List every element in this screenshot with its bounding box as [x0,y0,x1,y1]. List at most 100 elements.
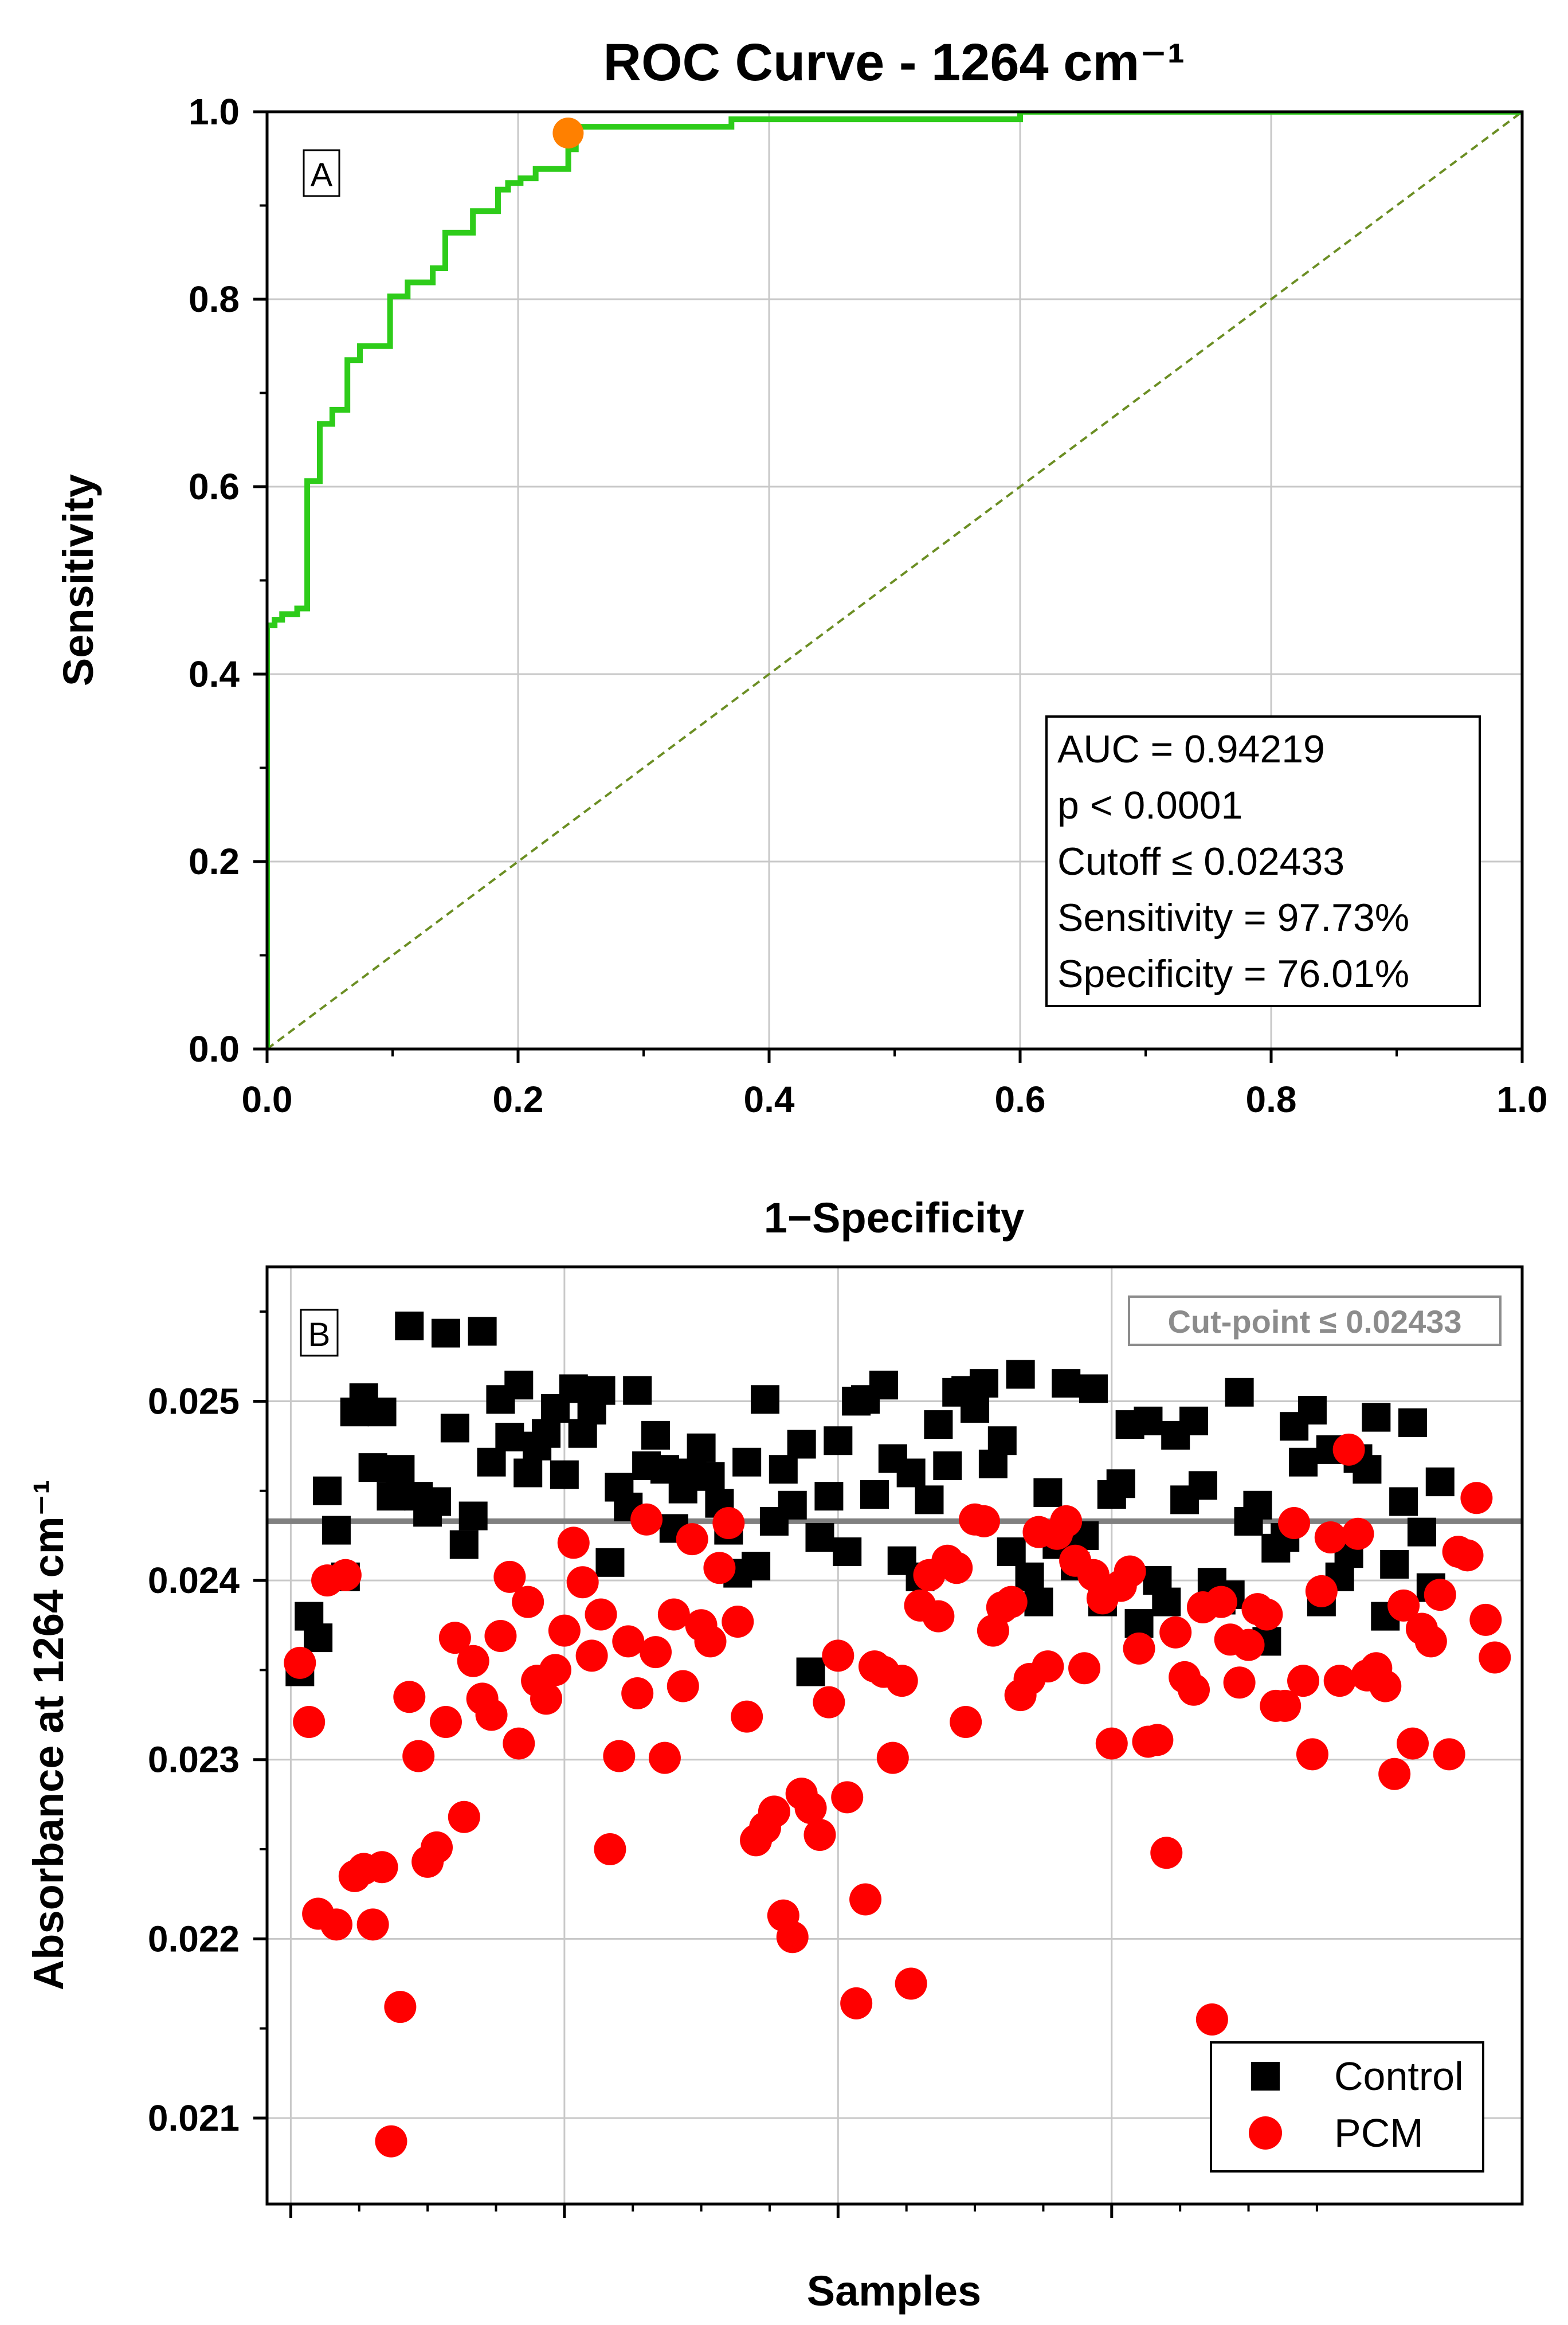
legend-control-marker [1251,2062,1280,2091]
pcm-point [402,1740,435,1772]
roc-stat-specificity: Specificity = 76.01% [1057,952,1409,996]
pcm-point [366,1851,398,1884]
absorbance-y-tick-label: 0.025 [148,1380,240,1422]
control-point [750,1385,779,1414]
control-point [504,1371,534,1400]
pcm-point [1150,1837,1183,1869]
control-point [1297,1396,1327,1425]
control-point [495,1422,524,1451]
control-point [1134,1406,1163,1435]
pcm-point [657,1598,690,1631]
pcm-point [995,1586,1028,1618]
control-point [1225,1377,1254,1407]
pcm-point [1451,1539,1484,1572]
control-point [869,1371,898,1400]
pcm-point [1378,1758,1411,1790]
pcm-point [885,1665,918,1697]
control-point [933,1451,962,1481]
pcm-point [329,1559,362,1591]
roc-grid [267,112,1522,1049]
control-point [1425,1467,1455,1497]
absorbance-y-axis-label: Absorbance at 1264 cm⁻¹ [25,1480,72,1990]
pcm-point [703,1552,736,1584]
control-point [924,1410,953,1439]
absorbance-x-axis-label: Samples [807,2267,981,2315]
pcm-point [1123,1632,1155,1665]
pcm-point [1314,1521,1347,1554]
control-point [1006,1360,1035,1389]
pcm-point [356,1908,389,1941]
roc-x-tick-label: 0.6 [995,1079,1046,1120]
pcm-point [758,1795,790,1828]
control-point [696,1462,725,1491]
control-point [1389,1487,1418,1516]
control-point [532,1419,561,1448]
roc-x-axis-label: 1−Specificity [764,1194,1025,1242]
pcm-point [320,1908,352,1941]
control-point [787,1430,816,1459]
control-point [641,1420,671,1450]
roc-stat-cutoff: Cutoff ≤ 0.02433 [1057,840,1344,883]
pcm-point [1342,1517,1374,1550]
pcm-point [1068,1652,1101,1685]
roc-x-tick-label: 0.0 [242,1079,293,1120]
control-point [769,1455,798,1484]
pcm-point [776,1921,809,1954]
control-point [1015,1562,1044,1591]
control-point [969,1369,998,1398]
pcm-point [1332,1433,1365,1466]
pcm-point [530,1682,563,1715]
control-point [513,1458,543,1488]
pcm-point [1387,1589,1420,1622]
control-point [1079,1374,1108,1403]
control-point [623,1376,652,1405]
pcm-point [722,1605,754,1638]
pcm-point [1095,1727,1128,1760]
pcm-point [1232,1629,1265,1661]
control-point [550,1460,579,1489]
control-point [997,1537,1026,1567]
legend-control-label: Control [1334,2054,1464,2099]
pcm-point [429,1706,462,1739]
roc-reference-diagonal [267,112,1522,1049]
pcm-point [1369,1670,1402,1702]
pcm-point [1032,1650,1064,1683]
pcm-point [594,1833,626,1866]
pcm-point [1414,1625,1447,1658]
pcm-point [1159,1616,1192,1649]
control-point [431,1318,460,1348]
roc-x-tick-label: 0.2 [493,1079,544,1120]
control-point [386,1455,415,1484]
control-point [458,1501,488,1531]
pcm-point [840,1987,873,2019]
pcm-point [803,1819,836,1852]
pcm-point [822,1639,854,1672]
control-point [1398,1408,1428,1437]
figure-title: ROC Curve - 1264 cm⁻¹ [603,33,1185,92]
pcm-series [284,1433,1511,2158]
control-point [358,1453,387,1482]
roc-y-tick-label: 0.6 [189,466,240,507]
control-point [1052,1369,1081,1398]
pcm-point [484,1619,517,1652]
roc-panel-label-box [303,149,340,197]
pcm-point [876,1741,909,1774]
control-point [896,1458,926,1488]
pcm-point [293,1706,326,1739]
absorbance-y-tick-label: 0.021 [148,2097,240,2139]
pcm-point [1460,1482,1493,1514]
pcm-point [557,1526,590,1559]
pcm-point [1323,1665,1356,1697]
control-point [1024,1587,1053,1616]
absorbance-axis-ticks: 0.021 0.022 0.023 0.024 0.025 [148,1310,1318,2218]
cut-point-label: Cut-point ≤ 0.02433 [1167,1304,1461,1340]
pcm-point [1205,1586,1237,1618]
pcm-point [1269,1689,1302,1722]
pcm-point [1195,2003,1228,2036]
control-point [1407,1517,1436,1547]
pcm-point [950,1706,982,1739]
pcm-point [438,1622,471,1654]
control-point [440,1414,469,1443]
roc-y-tick-label: 1.0 [189,91,240,132]
pcm-point [621,1677,654,1710]
